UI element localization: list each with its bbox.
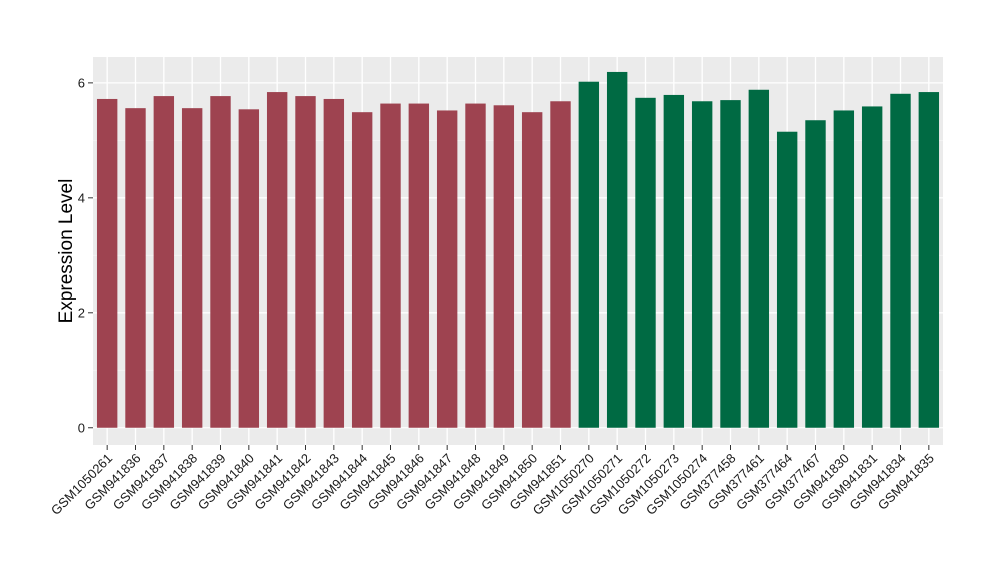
bar-GSM941840 — [238, 109, 260, 428]
bar-GSM941845 — [380, 103, 401, 428]
y-tick-label: 4 — [78, 190, 85, 205]
bars — [96, 71, 940, 428]
bar-GSM941848 — [465, 103, 486, 428]
bar-GSM941834 — [890, 93, 911, 428]
bar-GSM377464 — [776, 131, 798, 428]
bar-GSM941844 — [351, 112, 373, 428]
bar-GSM941851 — [550, 101, 571, 428]
bar-GSM941849 — [493, 105, 515, 428]
bar-GSM941846 — [408, 103, 430, 428]
bar-GSM941835 — [918, 92, 940, 428]
x-axis-ticks: GSM1050261GSM941836GSM941837GSM941838GSM… — [48, 445, 937, 518]
y-axis-title: Expression Level — [56, 179, 77, 324]
y-tick-label: 6 — [78, 75, 85, 90]
bar-GSM1050261 — [96, 98, 118, 428]
bar-GSM941850 — [521, 112, 543, 428]
y-axis-ticks: 0 2 4 6 — [78, 75, 93, 435]
bar-GSM1050272 — [635, 97, 656, 428]
bar-GSM1050270 — [578, 81, 600, 428]
bar-GSM941841 — [266, 92, 288, 428]
minor-gridlines — [93, 139, 943, 371]
bar-GSM941839 — [210, 96, 231, 428]
bar-GSM941837 — [153, 96, 175, 428]
bar-GSM1050271 — [606, 71, 628, 428]
plot-background — [93, 57, 943, 445]
y-tick-label: 0 — [78, 420, 85, 435]
bar-GSM1050273 — [663, 94, 685, 428]
y-tick-label: 2 — [78, 305, 85, 320]
bar-GSM941830 — [833, 110, 855, 428]
bar-GSM377461 — [748, 89, 770, 428]
bar-GSM941836 — [125, 108, 146, 428]
bar-GSM377467 — [805, 120, 826, 428]
bar-GSM377458 — [720, 100, 741, 428]
bar-GSM941847 — [436, 110, 458, 428]
bar-GSM941842 — [295, 96, 316, 428]
bar-GSM941831 — [861, 106, 883, 428]
bar-GSM1050274 — [691, 101, 713, 428]
bar-GSM941843 — [323, 98, 345, 428]
bar-GSM941838 — [181, 108, 203, 428]
